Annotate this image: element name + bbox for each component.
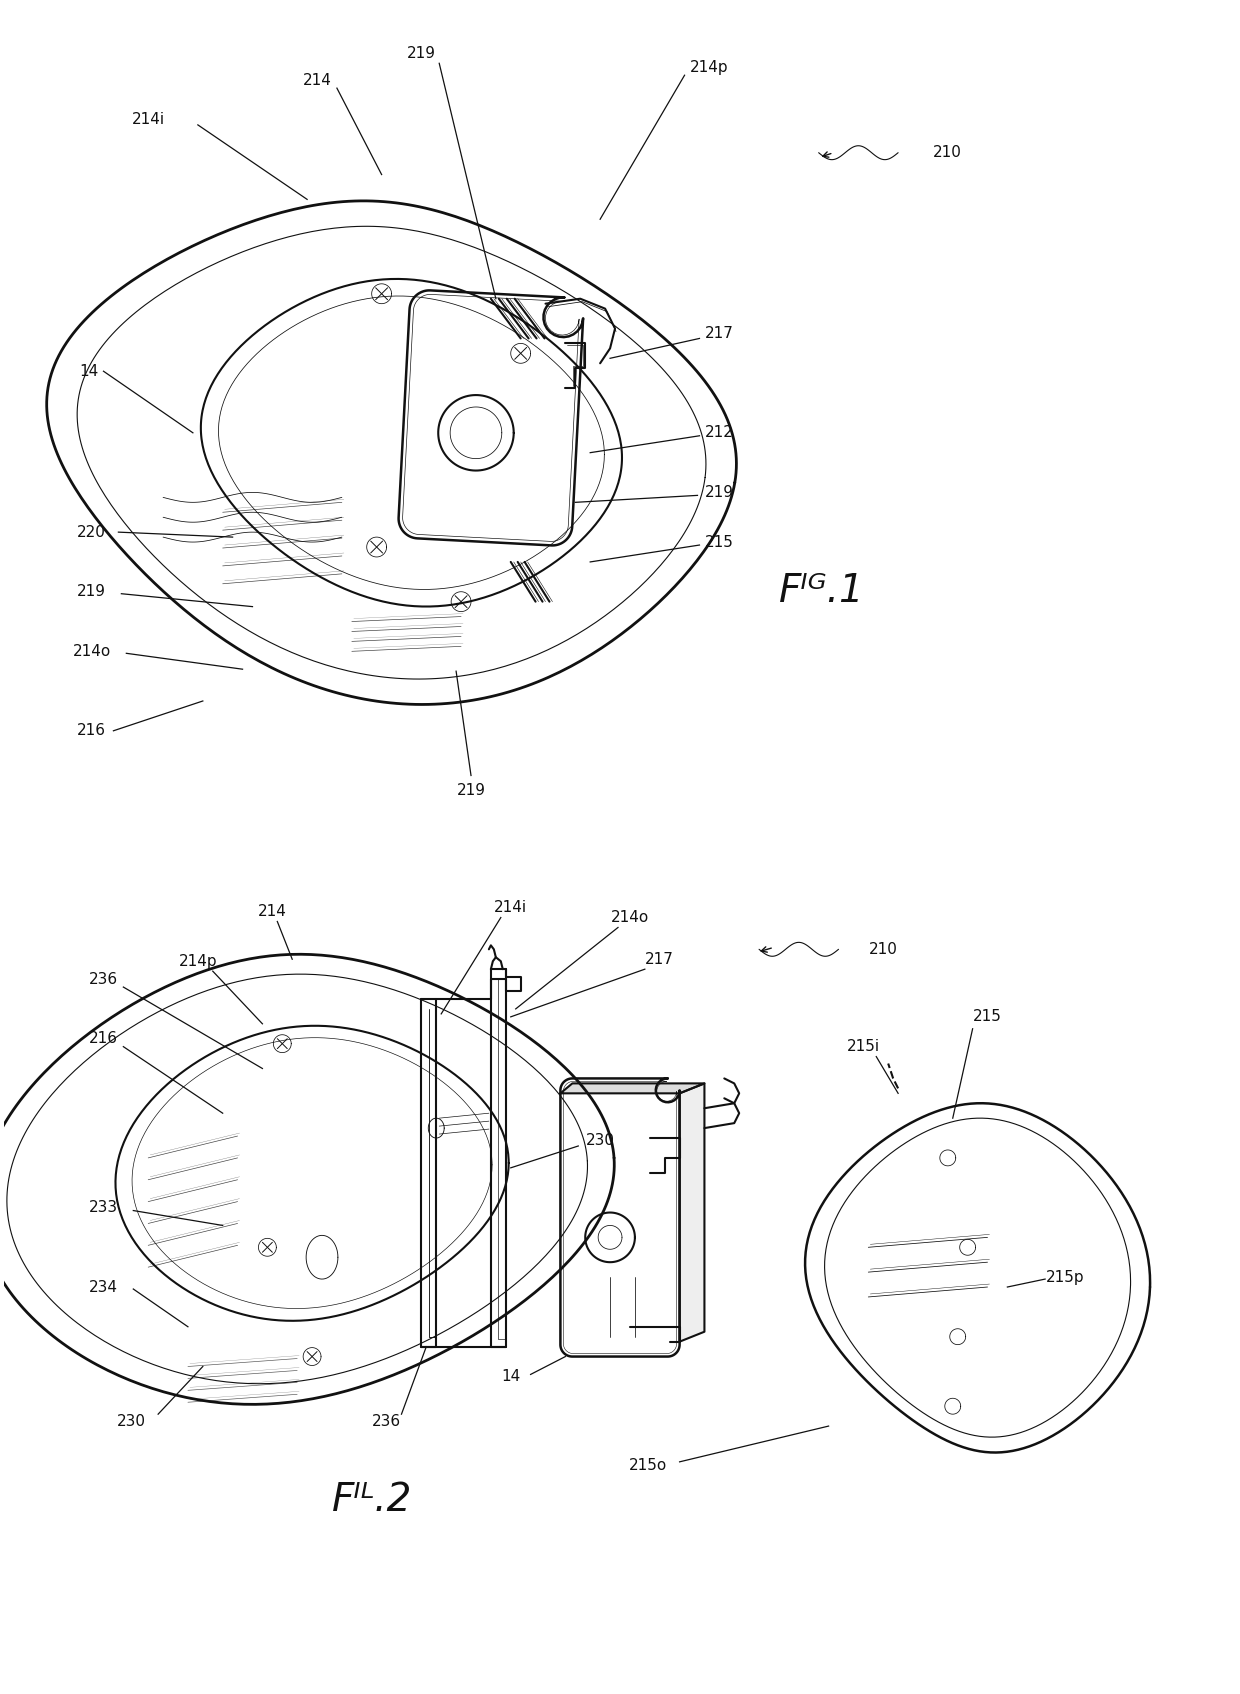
Text: 14: 14	[79, 364, 98, 379]
Text: 236: 236	[89, 972, 118, 986]
Text: 214i: 214i	[131, 112, 165, 127]
Text: 216: 216	[89, 1032, 118, 1047]
Text: 215p: 215p	[1045, 1269, 1084, 1284]
Text: 236: 236	[372, 1413, 402, 1428]
Text: 212: 212	[704, 425, 734, 440]
Text: Fᴵᴸ.2: Fᴵᴸ.2	[332, 1481, 413, 1518]
Polygon shape	[560, 1084, 704, 1093]
Text: 215: 215	[973, 1010, 1002, 1025]
Text: Fᴵᴳ.1: Fᴵᴳ.1	[779, 571, 864, 610]
Text: 217: 217	[645, 952, 675, 967]
Text: 214: 214	[258, 905, 286, 920]
Text: 230: 230	[117, 1413, 146, 1428]
Polygon shape	[680, 1084, 704, 1342]
Text: 215i: 215i	[847, 1038, 880, 1054]
Text: 230: 230	[585, 1133, 615, 1147]
Text: 219: 219	[704, 484, 734, 500]
Text: 219: 219	[77, 584, 107, 600]
Text: 215o: 215o	[629, 1459, 667, 1474]
Text: 214i: 214i	[495, 900, 527, 915]
Text: 214: 214	[303, 73, 331, 88]
Text: 217: 217	[704, 325, 734, 340]
Text: 214p: 214p	[179, 954, 217, 969]
Text: 219: 219	[407, 46, 435, 61]
Text: 219: 219	[456, 783, 486, 798]
Text: 210: 210	[934, 146, 962, 161]
Text: 216: 216	[77, 723, 107, 739]
Text: 214o: 214o	[72, 644, 110, 659]
Text: 210: 210	[869, 942, 898, 957]
Text: 214p: 214p	[691, 59, 729, 75]
Text: 215: 215	[704, 535, 734, 549]
Text: 220: 220	[77, 525, 105, 540]
Text: 233: 233	[89, 1199, 118, 1215]
Text: 234: 234	[89, 1279, 118, 1294]
Text: 14: 14	[501, 1369, 521, 1384]
Text: 214o: 214o	[611, 910, 649, 925]
